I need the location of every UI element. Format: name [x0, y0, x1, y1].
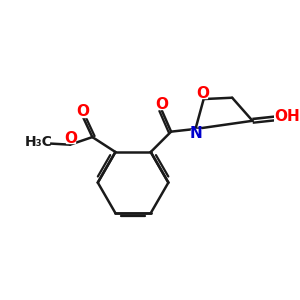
Text: O: O	[155, 97, 168, 112]
Bar	[66, 134, 75, 143]
Bar	[198, 89, 207, 98]
Bar	[280, 112, 295, 122]
Text: O: O	[76, 104, 89, 119]
Text: OH: OH	[274, 109, 300, 124]
Bar	[191, 129, 201, 139]
Bar	[78, 107, 88, 117]
Bar	[157, 100, 166, 109]
Bar	[28, 137, 49, 147]
Text: O: O	[196, 86, 209, 101]
Text: H₃C: H₃C	[25, 135, 52, 149]
Text: N: N	[190, 126, 202, 141]
Text: O: O	[64, 131, 77, 146]
